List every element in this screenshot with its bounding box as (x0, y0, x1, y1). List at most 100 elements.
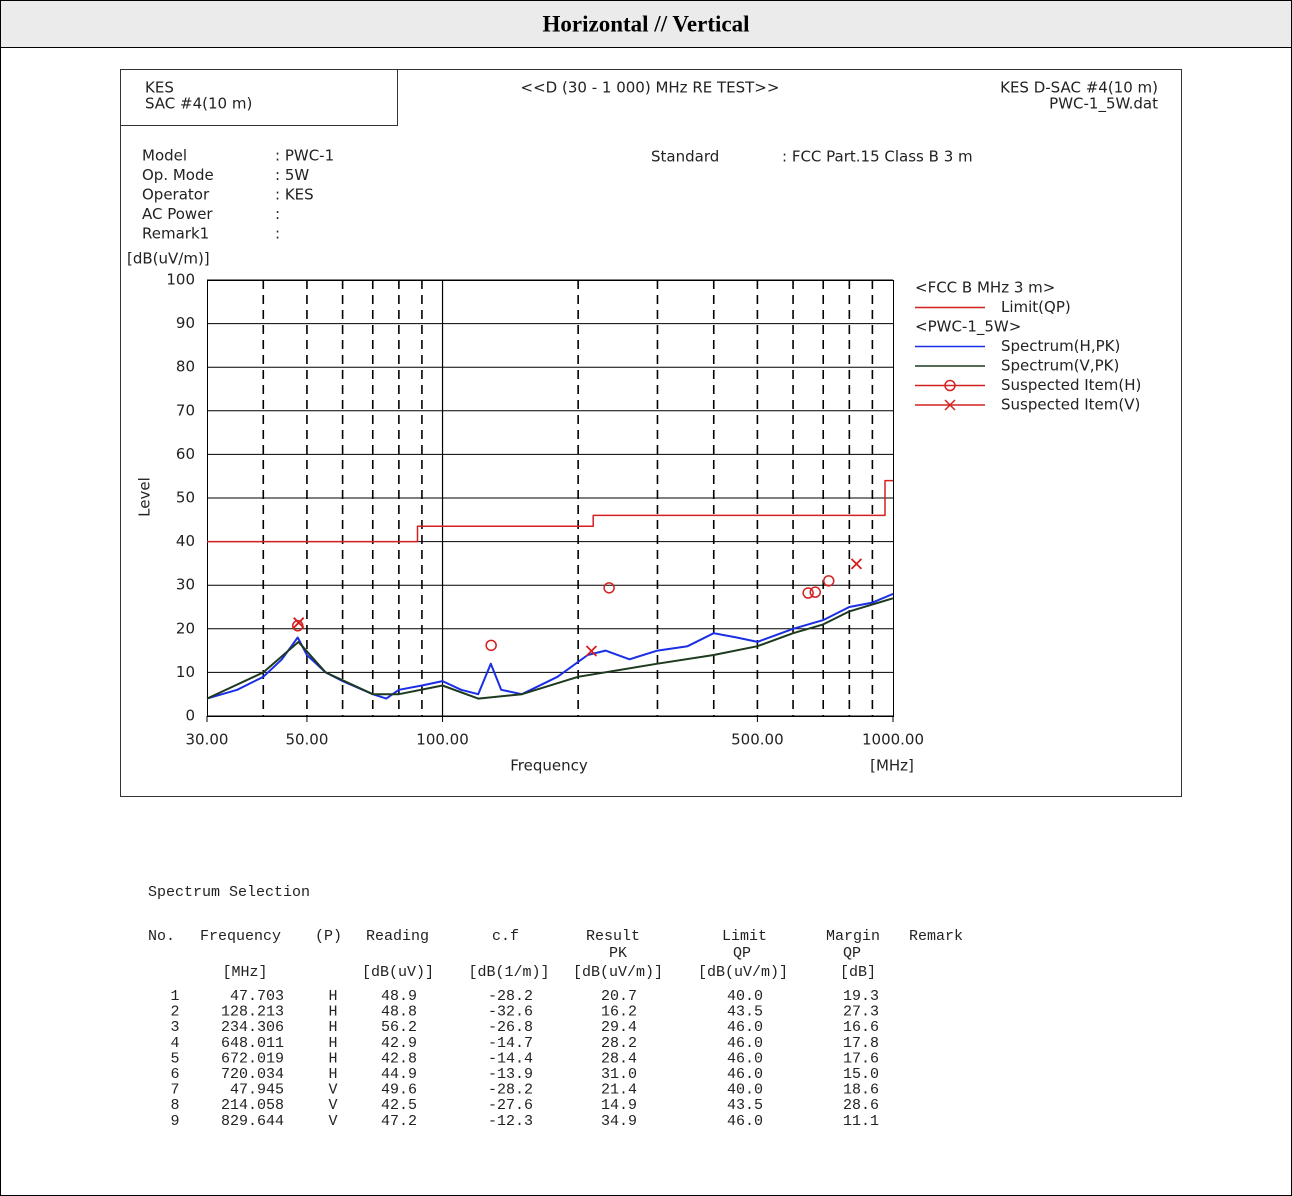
table-cell: 9 (170, 1113, 179, 1130)
field-label: Remark1 (142, 225, 209, 243)
standard-value: : FCC Part.15 Class B 3 m (782, 148, 973, 166)
table-cell: 28.4 (601, 1050, 637, 1067)
table-cell: 28.2 (601, 1035, 637, 1052)
table-cell: 46.0 (727, 1050, 763, 1067)
y-tick-label: 60 (176, 445, 195, 463)
table-cell: 46.0 (727, 1019, 763, 1036)
table-cell: 42.9 (381, 1035, 417, 1052)
table-cell: 40.0 (727, 988, 763, 1005)
table-cell: 214.058 (221, 1097, 284, 1114)
table-cell: 29.4 (601, 1019, 637, 1036)
table-cell: 46.0 (727, 1113, 763, 1130)
table-header: Reading (366, 928, 429, 945)
table-cell: 43.5 (727, 1004, 763, 1021)
table-cell: -14.4 (488, 1050, 533, 1067)
header-bar (0, 0, 1292, 48)
table-cell: 47.2 (381, 1113, 417, 1130)
table-cell: -32.6 (488, 1004, 533, 1021)
table-cell: 234.306 (221, 1019, 284, 1036)
table-unit: [dB(uV)] (362, 964, 434, 981)
table-cell: 17.6 (843, 1050, 879, 1067)
table-cell: V (328, 1113, 337, 1130)
y-tick-label: 20 (176, 619, 195, 637)
table-cell: -28.2 (488, 1082, 533, 1099)
table-header: Result (586, 928, 640, 945)
table-cell: 16.2 (601, 1004, 637, 1021)
table-header: Limit (722, 928, 767, 945)
y-tick-label: 50 (176, 489, 195, 507)
field-label: AC Power (142, 205, 213, 223)
suspect-point (809, 586, 821, 598)
table-cell: 19.3 (843, 988, 879, 1005)
table-cell: 20.7 (601, 988, 637, 1005)
table-subheader: QP (733, 945, 751, 962)
standard-label: Standard (651, 148, 719, 166)
x-tick-label: 100.00 (416, 731, 469, 749)
table-cell: 648.011 (221, 1035, 284, 1052)
table-cell: 16.6 (843, 1019, 879, 1036)
table-cell: 56.2 (381, 1019, 417, 1036)
x-tick-label: 1000.00 (862, 731, 924, 749)
suspect-point (802, 587, 814, 599)
legend-title: <FCC B MHz 3 m> (915, 279, 1055, 297)
x-tick-label: 50.00 (285, 731, 328, 749)
table-cell: -13.9 (488, 1066, 533, 1083)
table-unit: [dB(uV/m)] (573, 964, 663, 981)
y-tick-label: 70 (176, 401, 195, 419)
lab-site: SAC #4(10 m) (145, 95, 252, 113)
legend-label: Suspected Item(H) (1001, 376, 1141, 394)
table-cell: 47.703 (230, 988, 284, 1005)
table-cell: 48.8 (381, 1004, 417, 1021)
series-line (206, 592, 894, 700)
table-cell: H (328, 1050, 337, 1067)
test-title: <<D (30 - 1 000) MHz RE TEST>> (521, 79, 780, 97)
legend-label: Limit(QP) (1001, 298, 1071, 316)
table-cell: 128.213 (221, 1004, 284, 1021)
y-tick-label: 80 (176, 358, 195, 376)
field-value: : PWC-1 (275, 147, 334, 165)
suspect-point (485, 639, 497, 652)
table-cell: 31.0 (601, 1066, 637, 1083)
table-cell: 7 (170, 1082, 179, 1099)
field-label: Op. Mode (142, 166, 214, 184)
table-cell: -27.6 (488, 1097, 533, 1114)
table-cell: 720.034 (221, 1066, 284, 1083)
table-unit: [dB] (840, 964, 876, 981)
y-tick-label: 0 (185, 707, 195, 725)
table-cell: 28.6 (843, 1097, 879, 1114)
suspect-point (603, 582, 615, 594)
table-cell: 46.0 (727, 1066, 763, 1083)
table-cell: 46.0 (727, 1035, 763, 1052)
table-cell: 672.019 (221, 1050, 284, 1067)
table-cell: 6 (170, 1066, 179, 1083)
legend-label: Spectrum(H,PK) (1001, 337, 1120, 355)
y-tick-label: 10 (176, 663, 195, 681)
table-cell: 17.8 (843, 1035, 879, 1052)
lab-box (120, 69, 398, 126)
table-header: (P) (315, 928, 342, 945)
table-cell: 47.945 (230, 1082, 284, 1099)
suspect-point (293, 617, 305, 629)
table-cell: 42.5 (381, 1097, 417, 1114)
table-header: No. (148, 928, 175, 945)
table-cell: 27.3 (843, 1004, 879, 1021)
suspect-point (822, 575, 835, 587)
table-header: Remark (909, 928, 963, 945)
table-header: c.f (492, 928, 519, 945)
series-line (206, 597, 894, 700)
table-cell: 2 (170, 1004, 179, 1021)
table-cell: 14.9 (601, 1097, 637, 1114)
table-cell: -28.2 (488, 988, 533, 1005)
table-cell: 5 (170, 1050, 179, 1067)
x-tick-label: 30.00 (186, 731, 229, 749)
table-cell: 15.0 (843, 1066, 879, 1083)
report-frame (120, 69, 1182, 797)
y-tick-label: 40 (176, 532, 195, 550)
table-cell: 11.1 (843, 1113, 879, 1130)
table-cell: 40.0 (727, 1082, 763, 1099)
table-cell: -14.7 (488, 1035, 533, 1052)
x-unit: [MHz] (870, 757, 914, 775)
x-tick-label: 500.00 (731, 731, 784, 749)
